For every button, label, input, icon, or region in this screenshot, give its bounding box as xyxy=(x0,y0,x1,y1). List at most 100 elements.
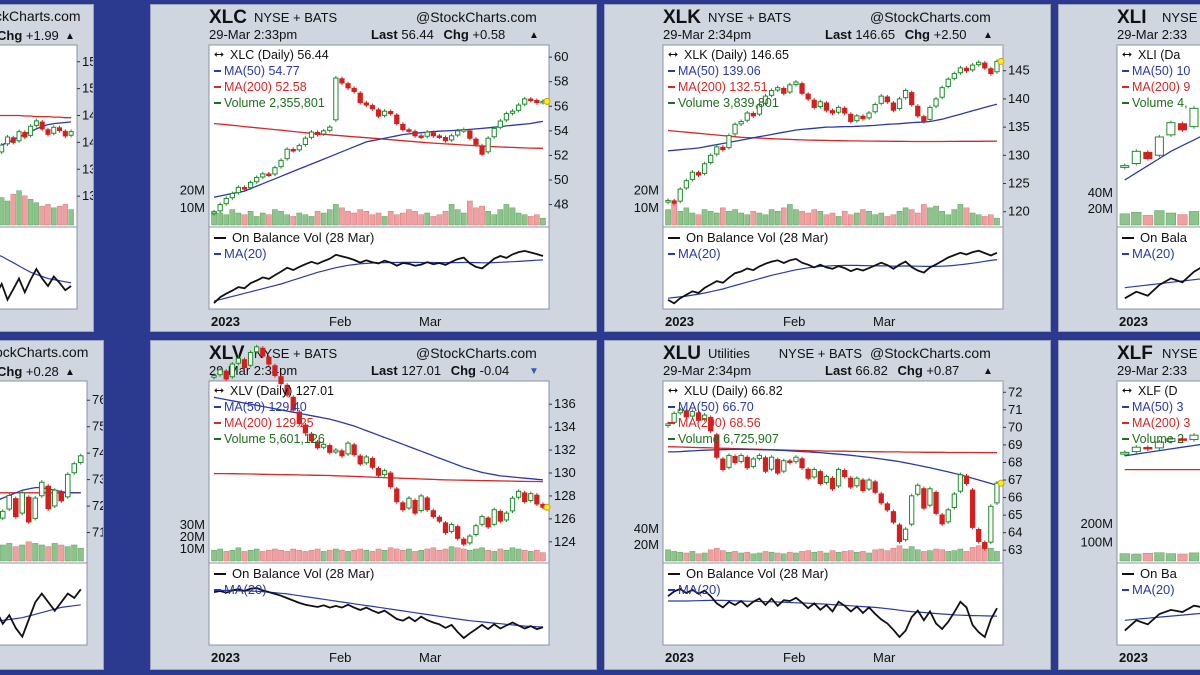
obv-ma-legend-label: MA(20) xyxy=(678,582,721,597)
volume-bar xyxy=(56,205,63,226)
volume-bar xyxy=(430,547,437,562)
ticker-symbol: XLF xyxy=(1117,343,1153,364)
candle-body xyxy=(327,445,333,453)
volume-bar xyxy=(994,551,1000,562)
volume-bar xyxy=(272,548,278,562)
candle-body xyxy=(217,204,223,212)
volume-tick-label: 40M xyxy=(634,521,659,536)
legend-price: XLC (Daily) 56.44 xyxy=(230,48,329,62)
obv-line xyxy=(1124,604,1200,632)
candle-body xyxy=(534,100,540,104)
volume-bar xyxy=(387,211,394,226)
y-tick-label: 69 xyxy=(1008,437,1022,452)
volume-bar xyxy=(485,549,491,562)
candle-body xyxy=(927,106,933,120)
chart-panel-xlu[interactable]: XLU Utilities NYSE + BATS @StockCharts.com 2… xyxy=(604,340,1051,670)
legend-price: XLU (Daily) 66.82 xyxy=(684,384,783,398)
legend-ma50: MA(50) 139.06 xyxy=(678,64,761,78)
candle-body xyxy=(522,492,528,503)
candle-body xyxy=(982,62,988,69)
candle-body xyxy=(497,120,503,128)
legend-chart-icon: ⭤ xyxy=(214,47,225,61)
candle-body xyxy=(223,370,229,380)
chart-panel-xlv[interactable]: XLV NYSE + BATS @StockCharts.com 29-Mar 2:3… xyxy=(150,340,597,670)
candle-body xyxy=(775,87,781,91)
chart-panel-xlc[interactable]: XLC NYSE + BATS @StockCharts.com 29-Mar 2:3… xyxy=(150,4,597,332)
candle-body xyxy=(781,460,787,472)
candle-body xyxy=(436,135,443,138)
candle-body xyxy=(412,499,418,514)
candle-body xyxy=(296,411,302,425)
change-number: +0.28 xyxy=(25,364,59,379)
sector-label: Utilities xyxy=(708,346,750,361)
volume-bar xyxy=(479,205,485,226)
volume-bar xyxy=(406,209,412,226)
chart-panel-xlf[interactable]: XLF NYSE 29-Mar 2:33 200M 100M ⭤ XLF (D MA(50) … xyxy=(1058,340,1200,670)
volume-bar xyxy=(847,214,854,226)
volume-bar xyxy=(375,548,382,562)
candle-body xyxy=(491,509,497,525)
volume-bar xyxy=(333,548,339,562)
legend-volume: Volume 2,355,801 xyxy=(224,96,325,110)
ma200-line xyxy=(667,446,997,454)
volume-bar xyxy=(994,217,1000,226)
volume-bar xyxy=(39,205,45,226)
last-price: Last 146.65 Chg +2.50 xyxy=(825,27,967,42)
y-tick-label: 140 xyxy=(1008,91,1030,106)
candle-body xyxy=(308,131,315,138)
candle-body xyxy=(854,115,860,122)
x-tick-label: 2023 xyxy=(211,650,240,665)
legend: ⭤ XLU (Daily) 66.82 MA(50) 66.70 MA(200) 68… xyxy=(668,383,783,446)
volume-bar xyxy=(19,544,26,562)
volume-bar xyxy=(872,214,878,226)
candle-body xyxy=(915,105,921,117)
chart-panel-xli[interactable]: XLI NYSE 29-Mar 2:33 40M 20M ⭤ XLI (Da MA(50) 1… xyxy=(1058,4,1200,332)
candle-body xyxy=(515,104,522,111)
volume-bar xyxy=(278,549,284,562)
volume-bar xyxy=(424,548,431,562)
candle-body xyxy=(1166,438,1176,443)
candle-body xyxy=(345,83,351,89)
candle-body xyxy=(854,477,860,487)
ma50-line xyxy=(213,120,544,198)
last-price-marker xyxy=(543,97,551,105)
volume-bar xyxy=(509,207,516,226)
candle-body xyxy=(4,136,10,145)
volume-bar xyxy=(0,197,5,226)
x-tick-label: Feb xyxy=(329,650,351,665)
plot-area xyxy=(662,44,1004,310)
candle-body xyxy=(0,144,5,153)
candle-body xyxy=(406,129,412,132)
volume-bar xyxy=(860,551,866,562)
obv-line xyxy=(667,249,998,305)
brand-label: @StockCharts.com xyxy=(870,9,991,25)
chart-header: XLF NYSE 29-Mar 2:33 xyxy=(1059,341,1200,381)
chart-panel-partial-bl[interactable]: ockCharts.com Chg +0.28 ▲ 76 75 74 73 72 71 xyxy=(0,340,104,670)
chart-panel-partial-tl[interactable]: ckCharts.com Chg +1.99 ▲ 155 150 145 140 135 130 xyxy=(0,4,94,332)
legend-ma50: MA(50) 129.40 xyxy=(224,400,307,414)
candle-body xyxy=(860,115,866,120)
candle-body xyxy=(394,488,400,503)
volume-bar xyxy=(732,551,738,562)
candle-body xyxy=(339,450,345,457)
candle-body xyxy=(714,146,720,155)
candle-body xyxy=(1166,122,1176,136)
y-tick-label: 68 xyxy=(1008,454,1022,469)
candle-body xyxy=(412,131,418,137)
volume-bar xyxy=(701,552,708,562)
volume-bar xyxy=(296,549,303,562)
volume-bar xyxy=(829,212,836,226)
candle-body xyxy=(720,146,726,151)
candle-body xyxy=(842,470,848,478)
change-number: +1.99 xyxy=(25,28,59,43)
legend-ma50: MA(50) 54.77 xyxy=(224,64,300,78)
obv-line xyxy=(213,249,544,304)
volume-bar xyxy=(521,549,528,562)
change-up-icon: ▲ xyxy=(529,30,539,41)
volume-bar xyxy=(369,551,376,562)
volume-bar xyxy=(927,207,933,226)
candle-body xyxy=(28,125,34,136)
volume-bar xyxy=(6,543,13,562)
volume-bar xyxy=(448,204,455,226)
chart-panel-xlk[interactable]: XLK NYSE + BATS @StockCharts.com 29-Mar 2:3… xyxy=(604,4,1051,332)
